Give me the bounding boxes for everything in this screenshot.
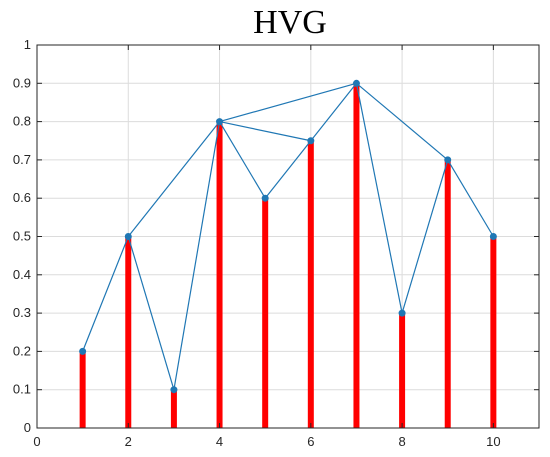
x-axis-ticks: 0 2 4 6 8 10 [33, 45, 501, 449]
x-tick-label: 2 [125, 434, 132, 449]
y-tick-label: 1 [24, 37, 31, 52]
visibility-edge [82, 236, 129, 352]
visibility-edges [82, 82, 494, 390]
y-tick-label: 0.8 [13, 114, 31, 129]
visibility-edge [355, 83, 403, 314]
data-point [79, 347, 87, 355]
visibility-edge [401, 159, 449, 314]
data-points [79, 79, 497, 394]
data-point [261, 194, 269, 202]
x-tick-label: 6 [307, 434, 314, 449]
visibility-edge [219, 82, 357, 123]
y-tick-label: 0.5 [13, 229, 31, 244]
visibility-edge [310, 82, 357, 142]
y-tick-label: 0.3 [13, 305, 31, 320]
y-tick-label: 0.9 [13, 75, 31, 90]
chart-title: HVG [253, 4, 327, 41]
data-point [124, 233, 132, 240]
visibility-edge [127, 121, 221, 237]
y-tick-label: 0.2 [13, 343, 31, 358]
x-tick-label: 0 [33, 434, 40, 449]
x-tick-label: 10 [486, 434, 500, 449]
data-point [489, 233, 497, 240]
y-tick-label: 0.1 [13, 382, 31, 397]
y-tick-label: 0.7 [13, 152, 31, 167]
data-point [352, 79, 360, 87]
data-point [398, 309, 406, 317]
y-tick-label: 0.6 [13, 190, 31, 205]
y-tick-label: 0 [24, 420, 31, 435]
data-point [307, 137, 315, 145]
data-point [170, 386, 178, 394]
visibility-edge [356, 82, 449, 161]
data-point [444, 156, 452, 164]
visibility-edge [264, 140, 312, 199]
visibility-edge [219, 121, 311, 142]
visibility-edge [219, 121, 266, 199]
visibility-edge [127, 236, 175, 390]
y-tick-label: 0.4 [13, 267, 31, 282]
stems [79, 83, 497, 428]
y-axis-ticks: 0 0.1 0.2 0.3 0.4 0.5 0.6 0.7 0.8 0.9 1 [13, 37, 539, 435]
x-tick-label: 4 [216, 434, 223, 449]
visibility-edge [447, 159, 494, 237]
x-tick-label: 8 [398, 434, 405, 449]
data-point [216, 118, 224, 126]
visibility-edge [173, 121, 221, 390]
